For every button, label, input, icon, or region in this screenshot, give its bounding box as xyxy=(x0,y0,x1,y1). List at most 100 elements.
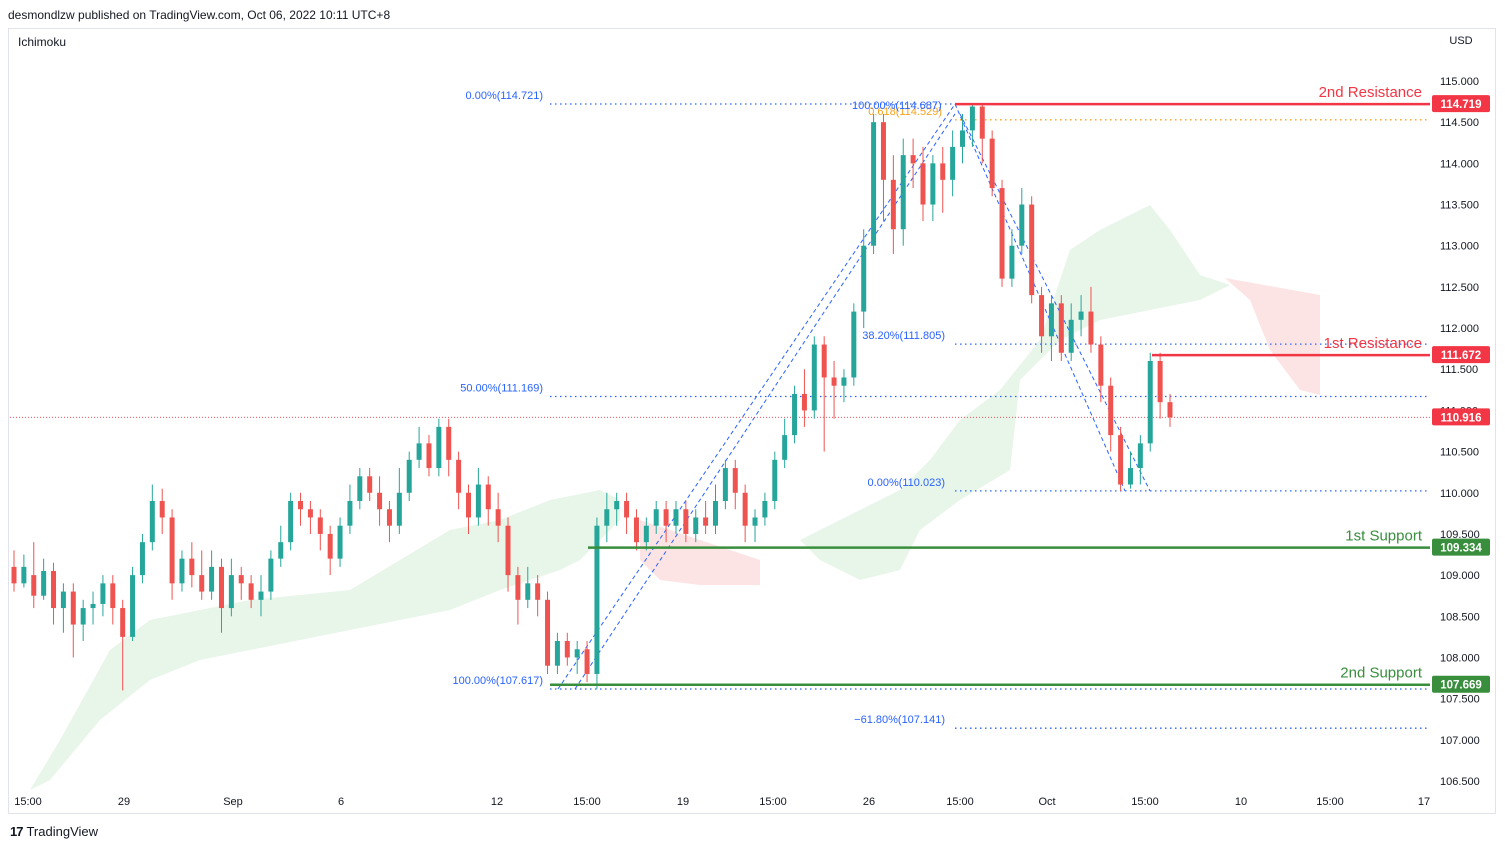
tradingview-logo-icon: 17 xyxy=(10,824,24,839)
candle-body xyxy=(1098,344,1104,386)
candle-body xyxy=(910,155,916,164)
candle-body xyxy=(307,509,313,518)
price-tick-label: 107.000 xyxy=(1440,735,1480,747)
candle-body xyxy=(228,575,234,609)
candle-body xyxy=(396,492,402,526)
candle-body xyxy=(367,476,373,493)
candle-body xyxy=(465,492,471,518)
price-tick-label: 108.000 xyxy=(1440,652,1480,664)
candle-body xyxy=(535,583,541,600)
cloud-green-2 xyxy=(800,205,1230,580)
level-label: 2nd Resistance xyxy=(1319,84,1422,101)
time-tick-label: 15:00 xyxy=(14,796,42,808)
candle-body xyxy=(1137,443,1143,469)
candle-body xyxy=(890,179,896,230)
candle-body xyxy=(357,476,363,501)
candle-body xyxy=(90,603,96,609)
price-tick-label: 114.500 xyxy=(1440,117,1479,129)
candle-body xyxy=(683,509,689,534)
candle-body xyxy=(149,501,155,543)
price-tick-label: 108.500 xyxy=(1440,611,1480,623)
candle-body xyxy=(1029,204,1035,296)
price-badge-label: 110.916 xyxy=(1441,412,1482,424)
time-axis[interactable]: 15:00 29 Sep 6 12 15:00 19 15:00 26 15:00 Oct 15:00… xyxy=(14,796,1430,808)
candle-body xyxy=(950,146,956,180)
candle-body xyxy=(80,608,86,625)
candle-body xyxy=(1108,385,1114,436)
price-tick-label: 111.500 xyxy=(1440,364,1478,376)
candle-body xyxy=(1039,295,1045,337)
candle-body xyxy=(693,517,699,534)
candle-body xyxy=(663,509,669,526)
fib-label: 100.00%(107.617) xyxy=(452,675,543,687)
candle-body xyxy=(752,517,758,526)
candle-body xyxy=(347,501,353,526)
fib-label: 0.00%(110.023) xyxy=(868,477,945,489)
candle-body xyxy=(209,566,215,592)
price-badge xyxy=(1432,95,1490,113)
time-tick-label: Sep xyxy=(223,796,243,808)
candle-body xyxy=(199,575,205,592)
candle-body xyxy=(851,311,857,378)
candle-body xyxy=(554,641,560,666)
price-tick-label: 109.000 xyxy=(1440,570,1480,582)
candle-body xyxy=(495,509,501,526)
candle-body xyxy=(130,575,136,637)
candle-body xyxy=(643,525,649,543)
candle-body xyxy=(604,509,610,526)
candle-body xyxy=(288,501,294,543)
candle-body xyxy=(930,163,936,205)
candle-body xyxy=(821,344,827,378)
time-tick-label: 29 xyxy=(118,796,130,808)
candle-body xyxy=(139,542,145,576)
candle-body xyxy=(189,558,195,576)
candle-body xyxy=(969,106,975,131)
time-tick-label: 26 xyxy=(863,796,875,808)
candle-body xyxy=(841,377,847,386)
indicator-legend[interactable]: Ichimoku xyxy=(18,35,67,49)
candle-body xyxy=(801,393,807,411)
candle-body xyxy=(258,591,264,600)
price-tick-label: 115.000 xyxy=(1440,76,1479,88)
candle-body xyxy=(584,649,590,674)
candle-body xyxy=(70,591,76,625)
price-axis[interactable]: 115.000 114.500 114.000 113.500 113.000 112.5… xyxy=(1432,76,1490,788)
time-tick-label: 15:00 xyxy=(1316,796,1344,808)
candle-body xyxy=(594,525,600,674)
candle-body xyxy=(120,608,126,637)
cloud-red-1 xyxy=(640,520,760,585)
fib-label: 0.00%(114.721) xyxy=(466,90,543,102)
candle-body xyxy=(1118,435,1124,485)
candle-body xyxy=(337,525,343,559)
candle-body xyxy=(742,492,748,526)
candle-body xyxy=(653,509,659,526)
candle-body xyxy=(831,377,837,386)
candle-body xyxy=(792,393,798,436)
candle-body xyxy=(762,501,768,518)
candle-body xyxy=(1068,319,1074,353)
price-tick-label: 110.000 xyxy=(1440,488,1479,500)
candle-body xyxy=(416,443,422,460)
price-badge xyxy=(1432,408,1490,426)
support-resistance-levels: 2nd Resistance 1st Resistance 1st Support 2… xyxy=(550,84,1430,686)
candle-body xyxy=(713,501,719,526)
fib-label: −61.80%(107.141) xyxy=(854,714,945,726)
candle-body xyxy=(268,558,274,592)
candle-body xyxy=(505,525,511,576)
candle-body xyxy=(31,575,37,596)
price-badge-label: 111.672 xyxy=(1441,350,1481,362)
candle-body xyxy=(989,138,995,189)
price-tick-label: 114.000 xyxy=(1440,158,1479,170)
candle-body xyxy=(732,468,738,493)
candle-body xyxy=(772,459,778,501)
candle-body xyxy=(564,641,570,658)
tradingview-footer: 17 TradingView xyxy=(10,824,98,839)
price-badge xyxy=(1432,346,1490,364)
candle-body xyxy=(179,558,185,584)
price-tick-label: 107.500 xyxy=(1440,694,1480,706)
candle-body xyxy=(722,468,728,501)
level-label: 2nd Support xyxy=(1340,665,1423,682)
candle-body xyxy=(900,155,906,230)
candle-body xyxy=(475,484,481,518)
